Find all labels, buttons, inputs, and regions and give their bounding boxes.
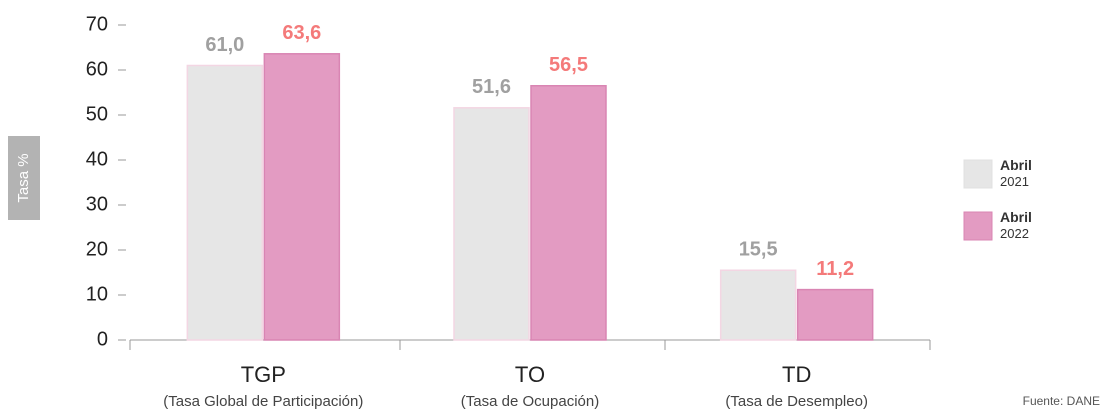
legend-label: Abril 2021 xyxy=(1000,157,1032,190)
data-label: 61,0 xyxy=(205,34,244,56)
y-tick-label: 20 xyxy=(86,238,108,260)
data-label: 11,2 xyxy=(816,258,854,280)
bar xyxy=(453,107,530,341)
y-tick-label: 50 xyxy=(86,103,108,125)
y-label-box xyxy=(8,136,40,220)
legend-swatch xyxy=(963,159,993,189)
legend-label: Abril 2022 xyxy=(1000,209,1032,242)
x-tick-label: TD xyxy=(782,362,811,387)
bar xyxy=(263,53,341,341)
bar xyxy=(186,64,264,341)
data-label: 51,6 xyxy=(472,76,511,98)
data-label: 56,5 xyxy=(549,54,588,76)
x-tick-description: (Tasa de Ocupación) xyxy=(461,393,599,410)
data-label: 63,6 xyxy=(282,22,321,44)
y-axis-label: Tasa % xyxy=(15,153,32,202)
data-label: 15,5 xyxy=(739,239,778,261)
source: Fuente: DANE xyxy=(1023,394,1100,408)
y-tick-label: 70 xyxy=(86,13,108,35)
x-tick-description: (Tasa de Desempleo) xyxy=(725,393,868,410)
x-tick-label: TGP xyxy=(241,362,286,387)
bar xyxy=(796,288,874,341)
legend-swatch xyxy=(963,211,993,241)
y-tick-label: 40 xyxy=(86,148,108,170)
bar xyxy=(719,269,797,341)
bar xyxy=(530,85,607,341)
y-tick-label: 10 xyxy=(86,283,108,305)
y-tick-label: 60 xyxy=(86,58,108,80)
x-tick-description: (Tasa Global de Participación) xyxy=(163,393,363,410)
y-tick-label: 0 xyxy=(97,328,108,350)
x-tick-label: TO xyxy=(515,362,545,387)
y-tick-label: 30 xyxy=(86,193,108,215)
